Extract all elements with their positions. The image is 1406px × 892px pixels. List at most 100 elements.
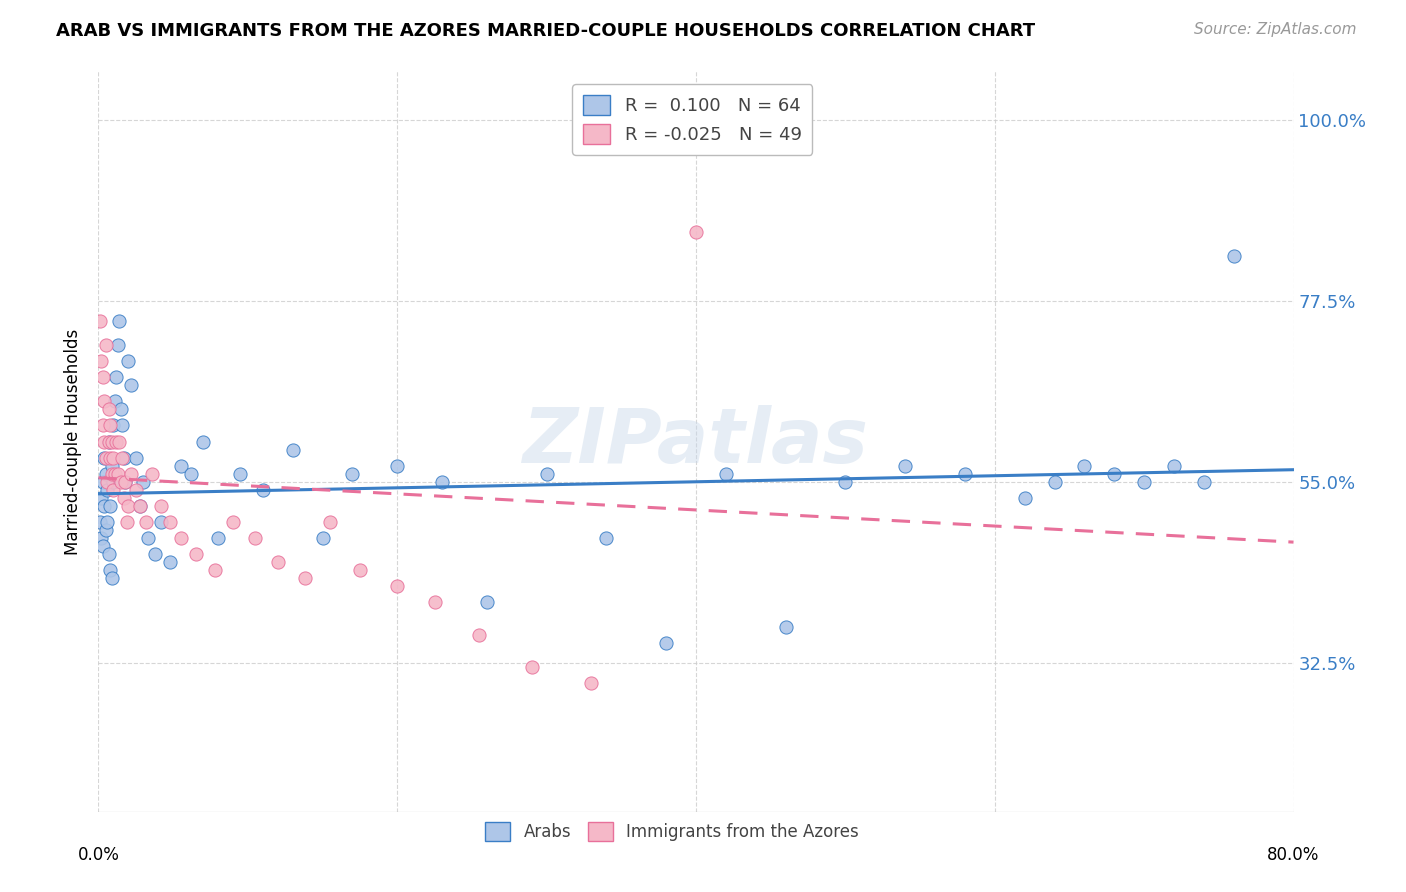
Point xyxy=(184,547,207,561)
Point xyxy=(94,450,117,465)
Point xyxy=(595,531,617,545)
Point xyxy=(229,467,252,481)
Point xyxy=(1073,458,1095,473)
Point xyxy=(1223,250,1246,264)
Point xyxy=(385,579,409,593)
Point xyxy=(110,402,132,417)
Point xyxy=(94,467,117,481)
Point xyxy=(207,531,229,545)
Point xyxy=(94,338,117,352)
Point xyxy=(685,225,707,239)
Point xyxy=(98,418,122,433)
Point xyxy=(98,563,122,577)
Point xyxy=(94,523,117,537)
Point xyxy=(135,515,157,529)
Point xyxy=(349,563,371,577)
Point xyxy=(714,467,737,481)
Point xyxy=(114,475,136,489)
Point xyxy=(101,434,124,449)
Point xyxy=(430,475,453,489)
Point xyxy=(281,442,304,457)
Point xyxy=(342,467,364,481)
Point xyxy=(141,467,163,481)
Point xyxy=(97,547,120,561)
Point xyxy=(1163,458,1185,473)
Point xyxy=(169,458,191,473)
Point xyxy=(107,338,129,352)
Point xyxy=(103,475,125,489)
Point xyxy=(105,370,128,384)
Point xyxy=(107,467,129,481)
Point xyxy=(117,354,139,368)
Point xyxy=(475,595,498,609)
Point xyxy=(91,418,114,433)
Point xyxy=(98,499,122,513)
Point xyxy=(132,475,155,489)
Point xyxy=(129,499,152,513)
Point xyxy=(103,418,125,433)
Point xyxy=(468,628,491,642)
Point xyxy=(115,515,138,529)
Point xyxy=(311,531,333,545)
Point xyxy=(90,491,112,505)
Point xyxy=(129,499,152,513)
Text: ARAB VS IMMIGRANTS FROM THE AZORES MARRIED-COUPLE HOUSEHOLDS CORRELATION CHART: ARAB VS IMMIGRANTS FROM THE AZORES MARRI… xyxy=(56,22,1035,40)
Point xyxy=(143,547,166,561)
Point xyxy=(93,450,115,465)
Point xyxy=(96,475,118,489)
Point xyxy=(97,402,120,417)
Point xyxy=(159,555,181,569)
Point xyxy=(953,467,976,481)
Point xyxy=(104,467,127,481)
Point xyxy=(267,555,290,569)
Point xyxy=(114,475,136,489)
Point xyxy=(91,539,114,553)
Point xyxy=(112,450,135,465)
Point xyxy=(112,491,135,505)
Point xyxy=(111,418,134,433)
Point xyxy=(245,531,267,545)
Point xyxy=(319,515,342,529)
Point xyxy=(834,475,856,489)
Y-axis label: Married-couple Households: Married-couple Households xyxy=(65,328,83,555)
Point xyxy=(93,499,115,513)
Point xyxy=(110,475,132,489)
Point xyxy=(222,515,245,529)
Point xyxy=(655,636,678,650)
Point xyxy=(111,450,134,465)
Point xyxy=(101,467,124,481)
Point xyxy=(520,660,543,674)
Point xyxy=(169,531,191,545)
Point xyxy=(104,394,127,409)
Point xyxy=(108,434,131,449)
Point xyxy=(105,434,128,449)
Point xyxy=(93,434,115,449)
Point xyxy=(89,314,111,328)
Point xyxy=(775,620,797,634)
Point xyxy=(120,467,142,481)
Point xyxy=(101,571,124,585)
Point xyxy=(1014,491,1036,505)
Point xyxy=(252,483,274,497)
Point xyxy=(536,467,558,481)
Point xyxy=(180,467,202,481)
Point xyxy=(117,499,139,513)
Point xyxy=(101,458,124,473)
Point xyxy=(191,434,214,449)
Point xyxy=(108,314,131,328)
Point xyxy=(90,531,112,545)
Point xyxy=(294,571,316,585)
Point xyxy=(98,450,122,465)
Point xyxy=(120,378,142,392)
Text: Source: ZipAtlas.com: Source: ZipAtlas.com xyxy=(1194,22,1357,37)
Point xyxy=(423,595,446,609)
Point xyxy=(97,434,120,449)
Legend: Arabs, Immigrants from the Azores: Arabs, Immigrants from the Azores xyxy=(478,816,866,847)
Point xyxy=(1133,475,1156,489)
Point xyxy=(1043,475,1066,489)
Point xyxy=(96,515,118,529)
Point xyxy=(96,483,118,497)
Point xyxy=(1104,467,1126,481)
Point xyxy=(204,563,226,577)
Point xyxy=(93,394,115,409)
